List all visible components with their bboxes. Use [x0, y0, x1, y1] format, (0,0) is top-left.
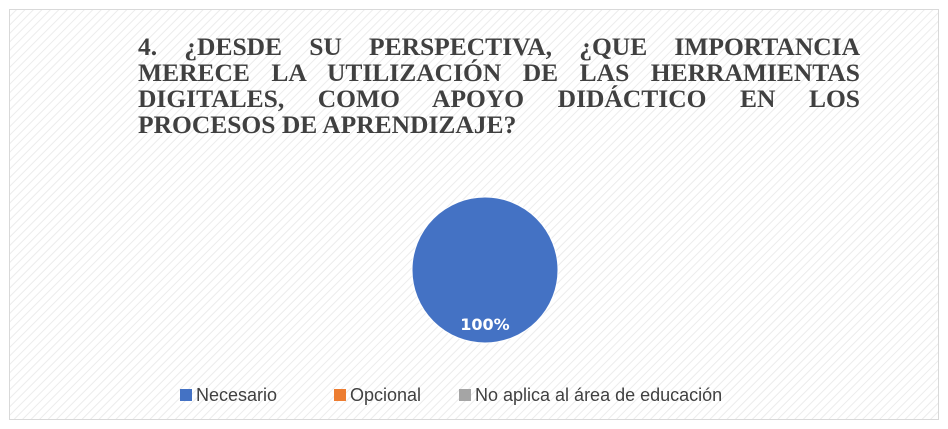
chart-title: 4. ¿DESDE SU PERSPECTIVA, ¿QUE IMPORTANC…: [138, 32, 860, 139]
pie-slice: [411, 196, 559, 344]
legend-label: Opcional: [350, 385, 421, 405]
legend-label: Necesario: [196, 385, 277, 405]
data-label: 100%: [460, 315, 509, 334]
legend-label: No aplica al área de educación: [475, 385, 722, 405]
legend-swatch: [180, 389, 192, 401]
legend-swatch: [334, 389, 346, 401]
legend-swatch: [459, 389, 471, 401]
